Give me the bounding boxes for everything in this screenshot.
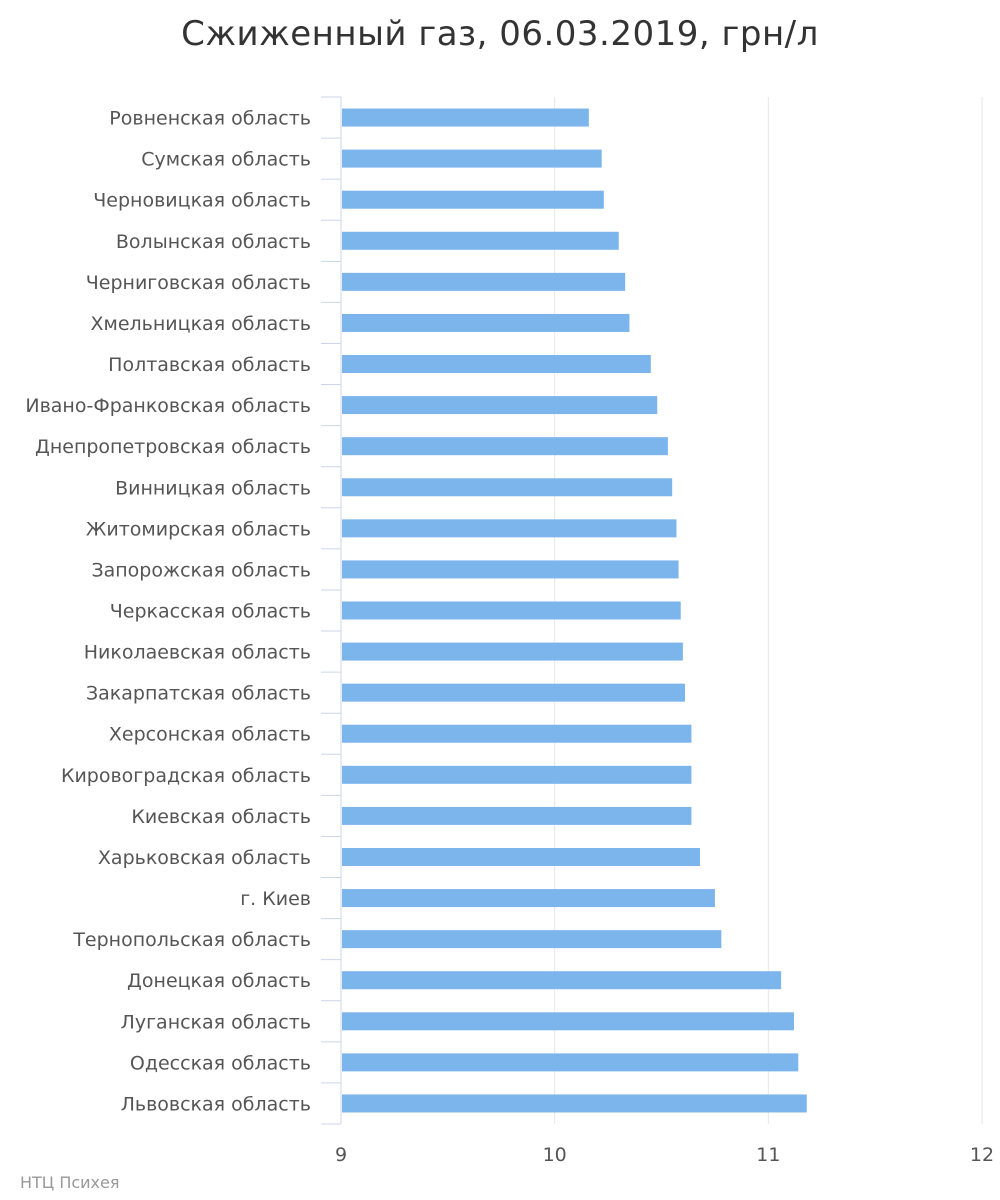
bar xyxy=(342,971,782,990)
category-label: Николаевская область xyxy=(84,642,311,664)
bar xyxy=(342,1053,799,1072)
category-labels: Ровненская область Сумская область Чернови… xyxy=(25,108,311,1116)
category-label: Волынская область xyxy=(116,231,311,253)
bar xyxy=(342,519,677,538)
bar xyxy=(342,313,630,332)
x-tick-label-12: 12 xyxy=(970,1144,994,1166)
bar xyxy=(342,231,619,250)
bar xyxy=(342,889,715,908)
category-label: Львовская область xyxy=(121,1093,311,1115)
category-label: Черниговская область xyxy=(86,272,311,294)
category-label: Винницкая область xyxy=(115,477,311,499)
bars-layer xyxy=(342,108,807,1113)
category-label: Кировоградская область xyxy=(61,765,311,787)
bar xyxy=(342,355,651,374)
category-label: Черновицкая область xyxy=(93,190,311,212)
bar xyxy=(342,847,700,866)
category-label: г. Киев xyxy=(240,888,311,910)
category-label: Донецкая область xyxy=(127,970,311,992)
category-label: Ивано-Франковская область xyxy=(25,395,311,417)
category-label: Закарпатская область xyxy=(86,683,311,705)
bar xyxy=(342,108,589,127)
x-tick-labels: 9 10 11 12 xyxy=(335,1144,994,1166)
bar xyxy=(342,724,692,743)
category-label: Ровненская область xyxy=(109,108,311,130)
bar xyxy=(342,1094,807,1113)
category-label: Луганская область xyxy=(121,1011,311,1033)
category-label: Хмельницкая область xyxy=(90,313,311,335)
bar xyxy=(342,437,668,456)
category-label: Полтавская область xyxy=(108,354,311,376)
bar xyxy=(342,560,679,579)
chart-title: Сжиженный газ, 06.03.2019, грн/л xyxy=(181,14,819,54)
x-tick-label-10: 10 xyxy=(543,1144,567,1166)
category-label: Тернопольская область xyxy=(72,929,311,951)
bar xyxy=(342,765,692,784)
bar xyxy=(342,601,681,620)
bar xyxy=(342,478,673,497)
bar xyxy=(342,683,686,702)
category-label: Днепропетровская область xyxy=(35,436,311,458)
bar xyxy=(342,806,692,825)
bar xyxy=(342,930,722,949)
category-label: Запорожская область xyxy=(91,559,311,581)
category-label: Харьковская область xyxy=(98,847,311,869)
bar xyxy=(342,396,658,415)
bar xyxy=(342,149,602,168)
bar xyxy=(342,272,626,291)
bar xyxy=(342,190,604,209)
bar xyxy=(342,1012,794,1031)
category-label: Житомирская область xyxy=(86,518,311,540)
bar xyxy=(342,642,683,661)
category-label: Киевская область xyxy=(131,806,311,828)
x-tick-label-11: 11 xyxy=(756,1144,780,1166)
category-label: Сумская область xyxy=(141,149,311,171)
axis-layer xyxy=(321,96,342,1125)
x-tick-label-9: 9 xyxy=(335,1144,347,1166)
category-label: Одесская область xyxy=(130,1052,311,1074)
category-label: Черкасская область xyxy=(110,601,311,623)
credit-text: НТЦ Психея xyxy=(20,1173,120,1192)
category-label: Херсонская область xyxy=(109,724,311,746)
